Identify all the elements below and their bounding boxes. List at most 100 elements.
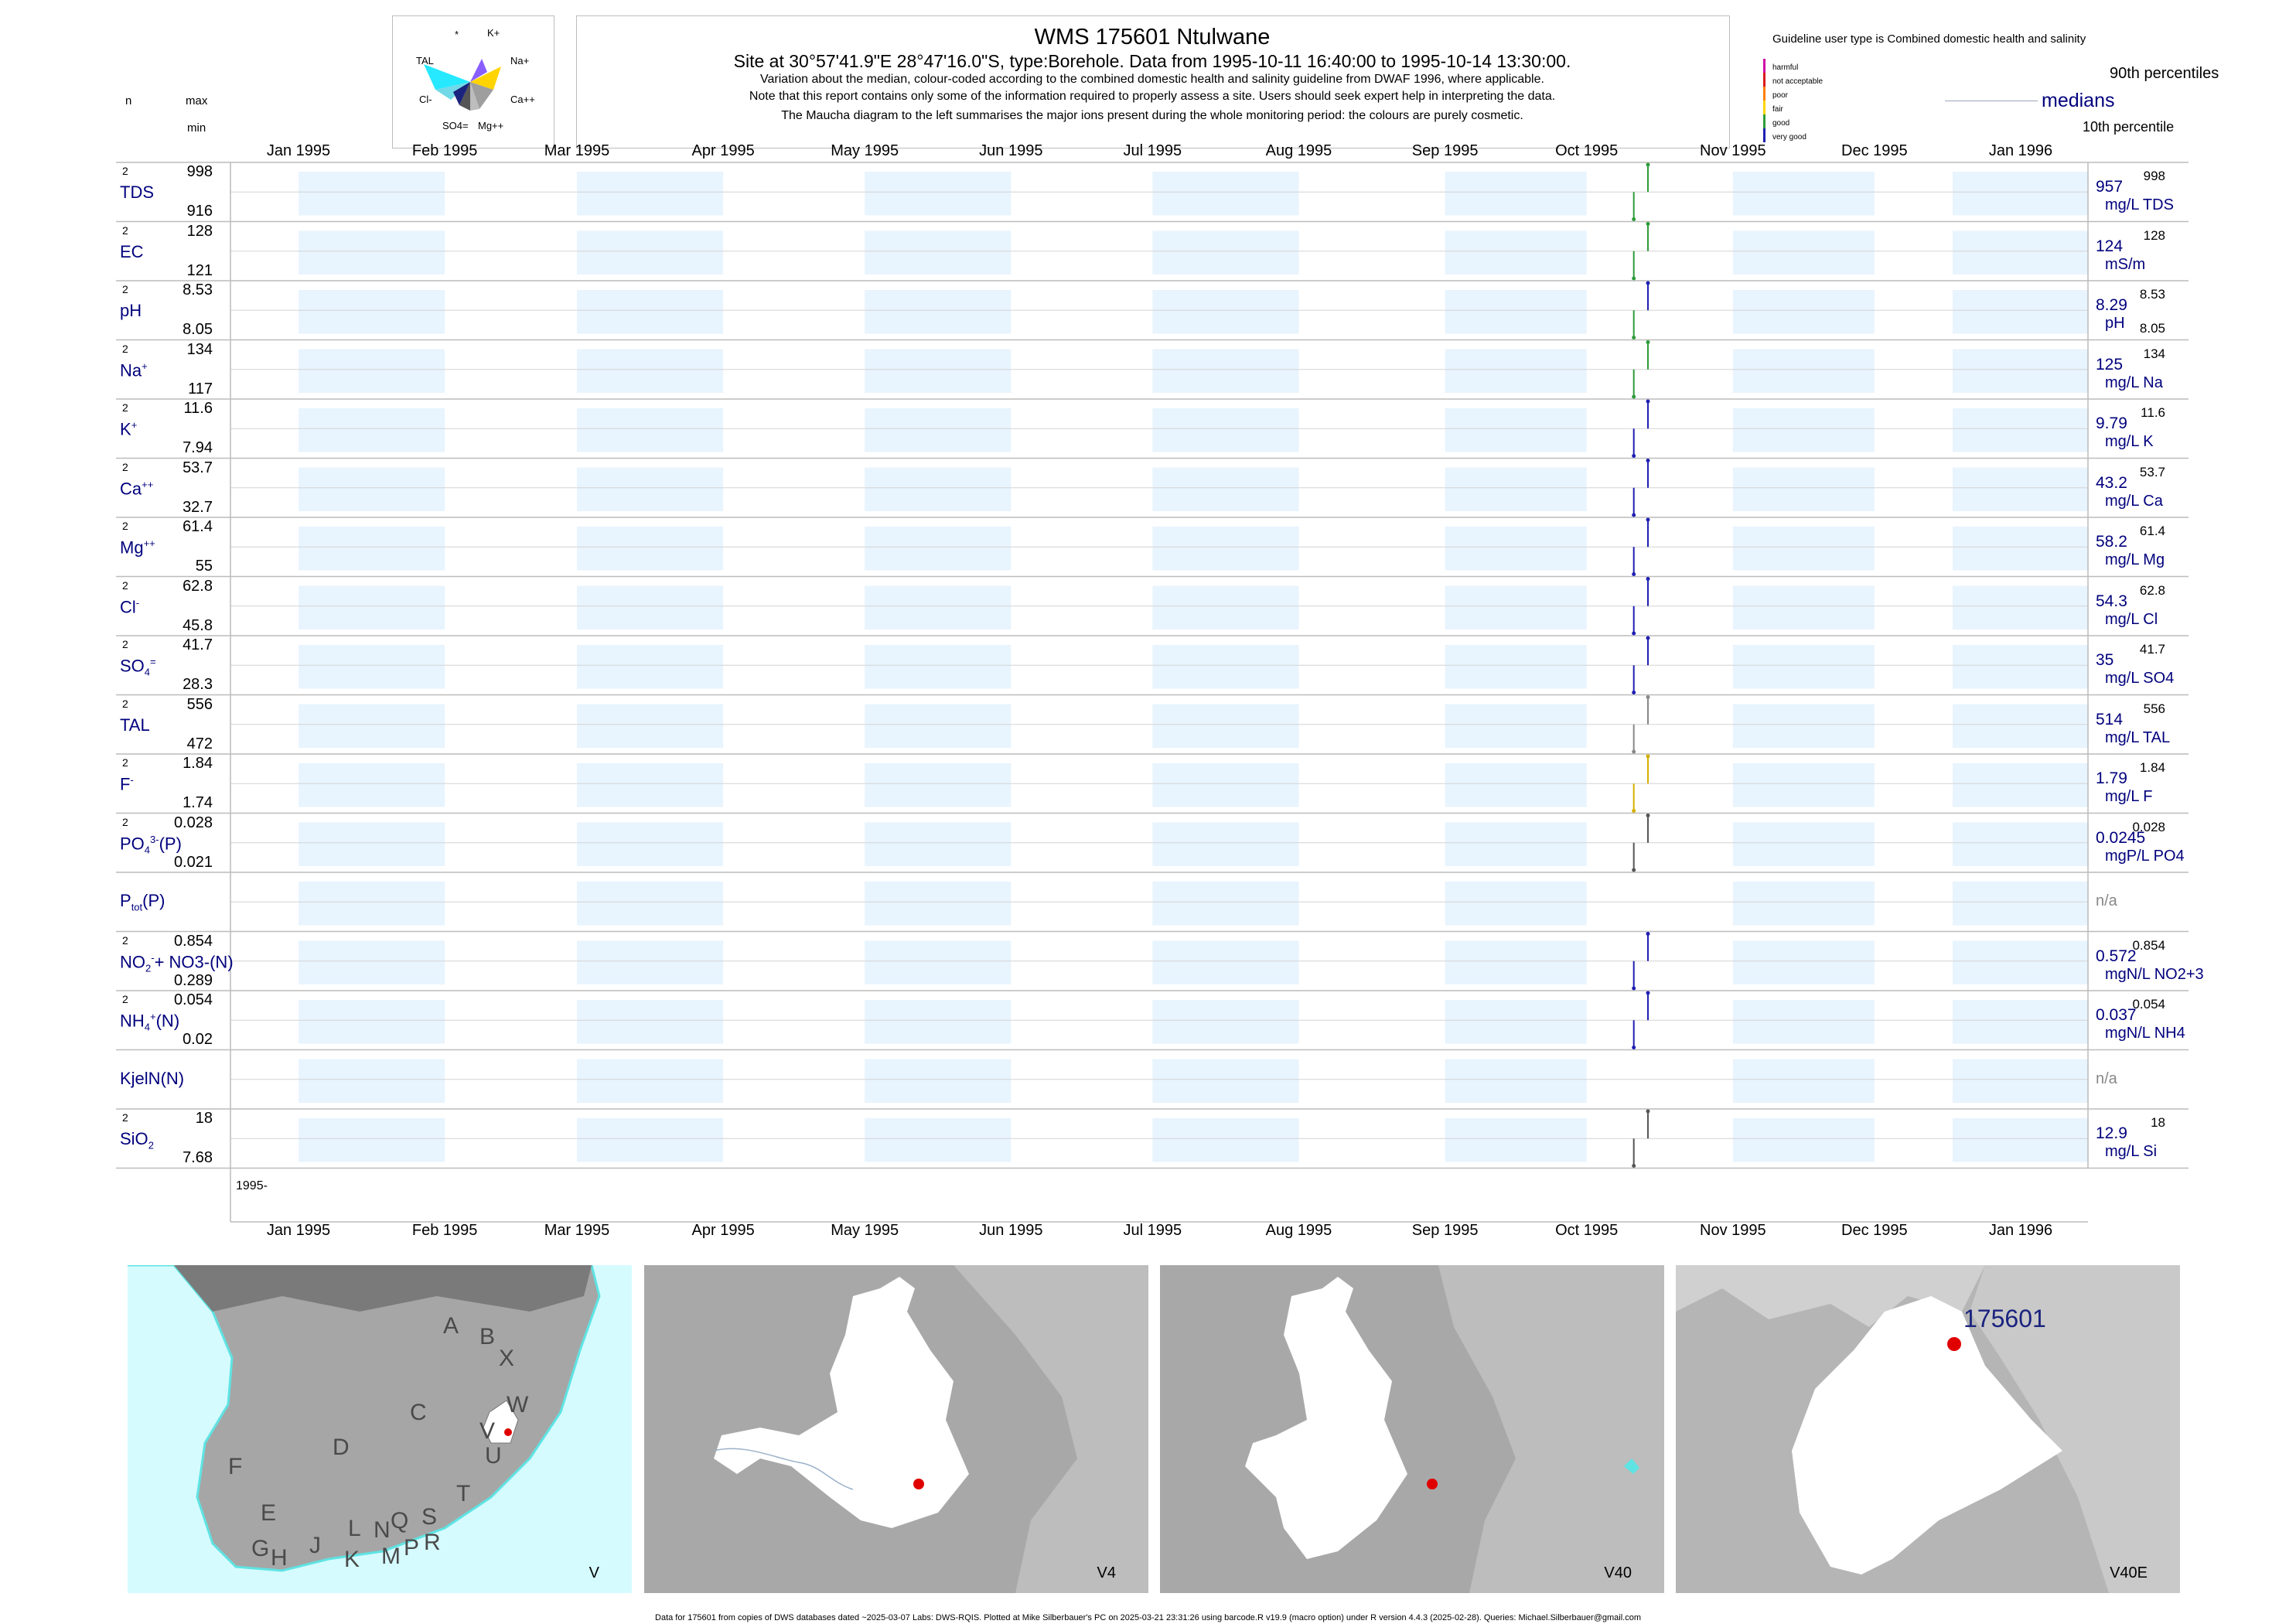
panel-na-label: n/a [2096, 1070, 2117, 1087]
month-shade [1445, 585, 1587, 629]
panel-n: 2 [122, 1111, 128, 1124]
month-shade [865, 1000, 1012, 1044]
month-shade [1732, 527, 1875, 571]
panel-n: 2 [122, 815, 128, 828]
map-v40-catchment [1245, 1277, 1407, 1559]
month-shade [865, 1059, 1012, 1103]
sample-point [1646, 577, 1650, 581]
month-shade [1732, 1000, 1875, 1044]
map-v40e-svg: 175601 [1676, 1265, 2180, 1593]
panel-parameter-label: PO43-(P) [120, 833, 182, 856]
legend-level-poor: poor [1772, 91, 1789, 100]
month-shade [1953, 645, 2089, 689]
sample-point [1646, 754, 1650, 759]
month-shade [1445, 408, 1587, 452]
month-shade [1152, 1059, 1299, 1103]
month-shade [1732, 230, 1875, 275]
month-shade [299, 349, 445, 393]
panel-max: 0.054 [173, 991, 213, 1008]
panel-unit: mg/L F [2105, 788, 2153, 805]
map-sa-letter-n: N [374, 1517, 391, 1543]
map-sa-letter-q: Q [391, 1508, 408, 1534]
panel-unit: mg/L Na [2105, 374, 2163, 391]
map-v4-catchment [714, 1277, 969, 1528]
panel-unit: mg/L Cl [2105, 610, 2158, 628]
month-shade [1732, 704, 1875, 748]
panel-max: 134 [186, 340, 213, 358]
maucha-tal-wedge-2 [435, 82, 470, 100]
note-line-3: The Maucha diagram to the left summarise… [781, 109, 1523, 122]
panel-n: 2 [122, 223, 128, 237]
month-shade [865, 645, 1012, 689]
month-shade [1152, 172, 1299, 216]
panel-max: 998 [186, 163, 213, 180]
sample-point [1646, 459, 1650, 462]
month-label-top: Aug 1995 [1265, 142, 1332, 159]
panel-median: 0.037 [2096, 1006, 2137, 1024]
month-label-bottom: Mar 1995 [544, 1222, 610, 1239]
month-shade [299, 527, 445, 571]
panel-unit: mg/L SO4 [2105, 670, 2175, 687]
panel-p10: 8.05 [2139, 321, 2165, 336]
panel-unit: mg/L TDS [2105, 196, 2174, 213]
panel-p90: 556 [2143, 701, 2165, 716]
month-shade [865, 290, 1012, 334]
month-label-bottom: Dec 1995 [1841, 1222, 1908, 1239]
month-shade [1152, 585, 1299, 629]
month-shade [1732, 172, 1875, 216]
panel-parameter-label: Ca++ [120, 478, 154, 498]
month-shade [1953, 940, 2089, 984]
sample-point [1646, 222, 1650, 226]
panel-parameter-label: Ptot(P) [120, 891, 165, 913]
month-shade [299, 408, 445, 452]
month-shade [299, 704, 445, 748]
month-shade [865, 408, 1012, 452]
month-label-top: Oct 1995 [1555, 142, 1619, 159]
panel-median: 35 [2096, 651, 2114, 669]
month-label-bottom: Nov 1995 [1700, 1222, 1766, 1239]
panel-min: 7.94 [183, 439, 213, 456]
panel-na-label: n/a [2096, 892, 2117, 909]
month-shade [1953, 230, 2089, 275]
map-v4-site-dot [913, 1479, 924, 1489]
site-subtitle: Site at 30°57'41.9"E 28°47'16.0"S, type:… [733, 51, 1571, 71]
maucha-mg-wedge [470, 82, 479, 111]
map-v40-neighbour [1438, 1265, 1664, 1593]
month-shade [576, 527, 724, 571]
page-title: WMS 175601 Ntulwane [1034, 25, 1271, 49]
legend-level-fair: fair [1772, 105, 1783, 114]
map-v4: V4 [644, 1265, 1148, 1593]
month-shade [865, 230, 1012, 275]
month-shade [576, 645, 724, 689]
month-shade [1732, 882, 1875, 926]
map-v40e-neighbour [1676, 1265, 1985, 1327]
map-sa-letter-x: X [499, 1346, 514, 1371]
month-label-top: Dec 1995 [1841, 142, 1908, 159]
panel-parameter-label: TAL [120, 715, 150, 735]
sample-point [1646, 1109, 1650, 1114]
month-shade [576, 704, 724, 748]
panel-p90: 61.4 [2139, 524, 2165, 538]
month-shade [576, 172, 724, 216]
map-sa-site-dot [504, 1428, 512, 1436]
month-shade [1953, 585, 2089, 629]
month-shade [1445, 290, 1587, 334]
month-shade [1445, 467, 1587, 511]
month-shade [299, 467, 445, 511]
month-label-top: Jan 1996 [1988, 142, 2053, 159]
panel-n: 2 [122, 638, 128, 650]
panel-n: 2 [122, 460, 128, 473]
month-shade [865, 822, 1012, 866]
legend-level-very-good: very good [1772, 133, 1806, 142]
map-v40e-site-dot [1947, 1337, 1961, 1351]
legend-bar-poor [1763, 87, 1765, 101]
panel-n: 2 [122, 933, 128, 947]
month-shade [1732, 585, 1875, 629]
sample-point [1632, 631, 1636, 636]
month-shade [576, 882, 724, 926]
barcode-chart [116, 162, 2189, 1223]
maucha-label-ca: Ca++ [510, 94, 535, 105]
panel-parameter-label: Na+ [120, 360, 148, 380]
map-sa-letter-b: B [479, 1324, 495, 1349]
sample-point [1646, 340, 1650, 344]
